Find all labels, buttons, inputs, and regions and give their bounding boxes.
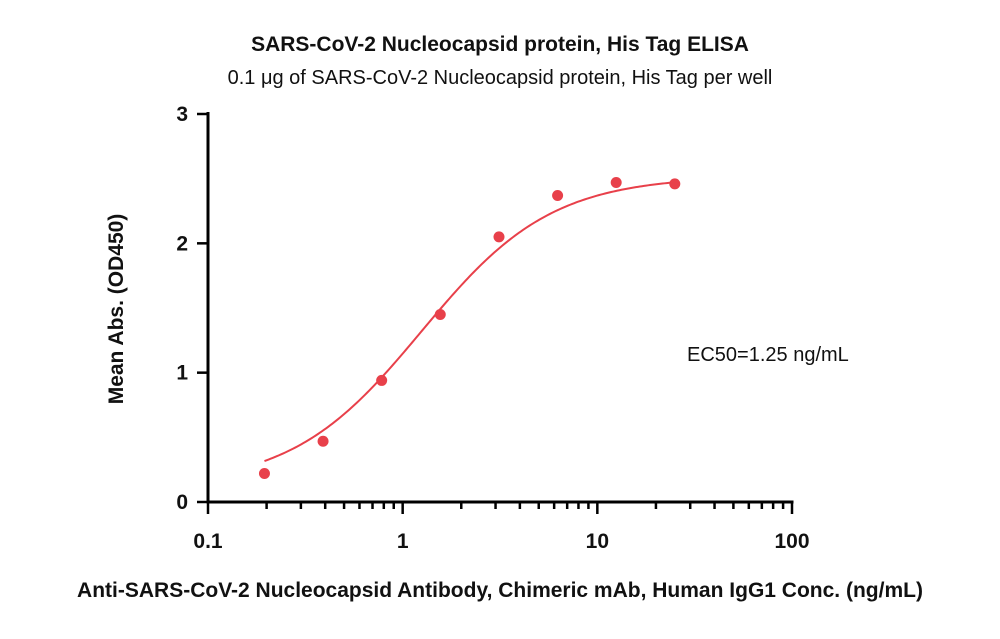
y-tick-label: 2	[176, 232, 188, 255]
chart-subtitle: 0.1 μg of SARS-CoV-2 Nucleocapsid protei…	[228, 67, 773, 89]
chart-title: SARS-CoV-2 Nucleocapsid protein, His Tag…	[251, 33, 749, 56]
y-tick-label: 1	[176, 362, 188, 385]
y-tick-label: 0	[176, 491, 188, 514]
y-tick-label: 3	[176, 103, 188, 126]
data-point	[669, 178, 681, 190]
data-point	[610, 177, 622, 189]
data-point	[376, 374, 388, 386]
data-point	[317, 435, 329, 447]
x-tick-label: 10	[586, 530, 609, 553]
ec50-annotation: EC50=1.25 ng/mL	[687, 344, 849, 366]
axes: 0 1 2 3 0.1 1 10 100	[176, 103, 809, 553]
x-tick-label: 1	[397, 530, 409, 553]
fit-curve	[264, 181, 675, 462]
fit-curve-layer	[264, 181, 675, 462]
x-axis-label: Anti-SARS-CoV-2 Nucleocapsid Antibody, C…	[77, 579, 923, 602]
x-tick-label: 100	[774, 530, 809, 553]
data-point	[493, 231, 505, 243]
data-point	[434, 308, 446, 320]
data-point	[258, 468, 270, 480]
data-points	[258, 177, 681, 480]
x-tick-label: 0.1	[193, 530, 223, 553]
y-axis-label: Mean Abs. (OD450)	[105, 214, 128, 405]
data-point	[552, 189, 564, 201]
